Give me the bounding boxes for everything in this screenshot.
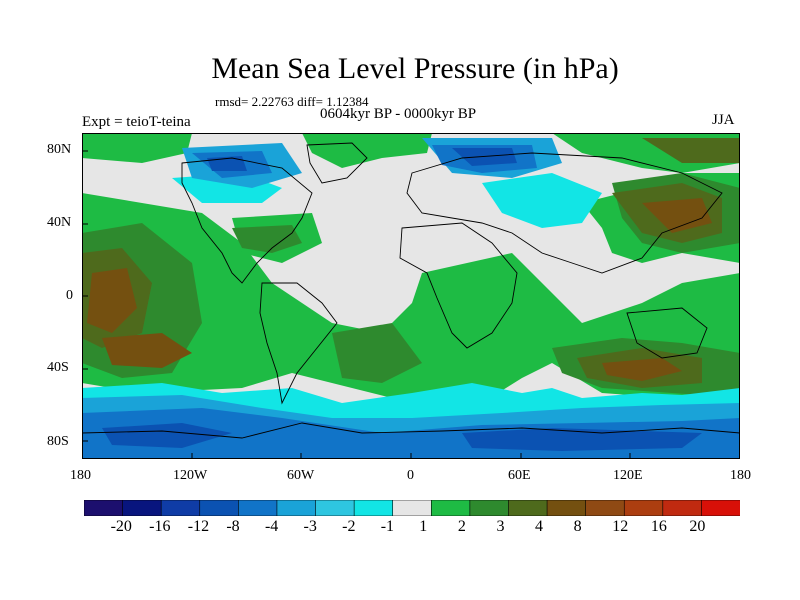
colorbar-tick-label: 16	[650, 518, 667, 535]
australia-coast	[626, 307, 708, 359]
lon-label-120w: 120W	[173, 468, 208, 483]
brown-fields	[87, 198, 712, 381]
africa-coast	[399, 222, 518, 349]
colorbar-tick-label: 3	[496, 518, 505, 535]
colorbar-tick-label: -8	[226, 518, 240, 535]
north-america-coast	[181, 157, 313, 284]
greenland-coast	[306, 142, 368, 184]
lat-label-80n: 80N	[47, 142, 72, 157]
colorbar-tick-label: -16	[149, 518, 171, 535]
lon-label-60w: 60W	[287, 468, 315, 483]
colorbar-box-13	[585, 500, 625, 516]
lon-label-180e: 180	[730, 468, 751, 483]
colorbar-box-6	[315, 500, 355, 516]
colorbar-box-8	[392, 500, 432, 516]
colorbar-tick-label: 20	[689, 518, 706, 535]
lat-label-40n: 40N	[47, 215, 72, 230]
colorbar-tick-label: -12	[187, 518, 210, 535]
colorbar	[84, 500, 740, 516]
colorbar-tick-label: 2	[457, 518, 466, 535]
coastlines	[82, 142, 740, 439]
colorbar-box-12	[546, 500, 587, 516]
colorbar-box-7	[353, 500, 394, 516]
plot-title: Mean Sea Level Pressure (in hPa)	[211, 52, 619, 85]
colorbar-tick-label: 4	[535, 518, 544, 535]
colorbar-box-9	[430, 500, 471, 516]
colorbar-box-2	[160, 500, 201, 516]
colorbar-box-0	[84, 500, 124, 516]
colorbar-tick-label: 12	[612, 518, 629, 535]
colorbar-tick-label: -2	[342, 518, 356, 535]
lon-label-60e: 60E	[508, 468, 531, 483]
colorbar-box-16	[701, 500, 740, 516]
antarctica-coast	[82, 422, 740, 439]
stats-text: rmsd= 2.22763 diff= 1.12384	[215, 94, 369, 109]
colorbar-tick-label: -4	[264, 518, 279, 535]
colorbar-tick-label: 1	[419, 518, 428, 535]
colorbar-box-15	[662, 500, 703, 516]
eurasia-coast	[406, 152, 723, 274]
colorbar-tick-label: -1	[380, 518, 395, 535]
colorbar-box-1	[122, 500, 162, 516]
season-label: JJA	[712, 112, 735, 128]
south-america-coast	[259, 282, 338, 405]
lon-label-180w: 180	[70, 468, 91, 483]
experiment-label: Expt = teioT-teina	[82, 114, 191, 130]
colorbar-box-3	[199, 500, 239, 516]
colorbar-box-5	[276, 500, 317, 516]
lon-label-120e: 120E	[613, 468, 643, 483]
axis-ticks	[82, 150, 631, 459]
colorbar-tick-label: 8	[573, 518, 582, 535]
lat-label-80s: 80S	[47, 434, 69, 449]
colorbar-tick-label: -20	[110, 518, 132, 535]
colorbar-box-4	[238, 500, 278, 516]
colorbar-box-10	[469, 500, 510, 516]
colorbar-box-11	[508, 500, 548, 516]
period-label: 0604kyr BP - 0000kyr BP	[320, 106, 477, 122]
colorbar-box-14	[623, 500, 664, 516]
lat-label-40s: 40S	[47, 360, 69, 375]
lon-label-0: 0	[407, 468, 414, 483]
colorbar-tick-label: -3	[303, 518, 317, 535]
lat-label-0: 0	[66, 288, 73, 303]
pressure-map	[82, 133, 740, 459]
